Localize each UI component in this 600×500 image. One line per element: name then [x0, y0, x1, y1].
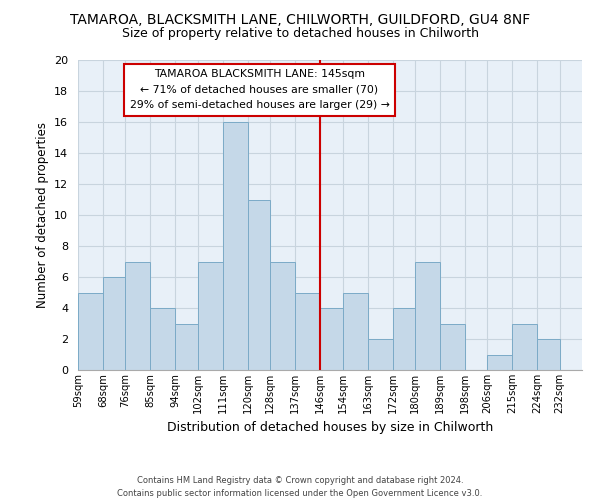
Bar	[151, 308, 175, 370]
Bar	[125, 262, 151, 370]
Bar	[487, 354, 512, 370]
Bar	[512, 324, 538, 370]
Bar	[538, 339, 560, 370]
Bar	[392, 308, 415, 370]
Bar	[440, 324, 465, 370]
Bar	[248, 200, 270, 370]
Bar	[103, 277, 125, 370]
Bar	[368, 339, 392, 370]
Bar	[223, 122, 248, 370]
Bar	[415, 262, 440, 370]
Text: TAMAROA BLACKSMITH LANE: 145sqm
← 71% of detached houses are smaller (70)
29% of: TAMAROA BLACKSMITH LANE: 145sqm ← 71% of…	[130, 70, 389, 110]
Bar	[343, 292, 368, 370]
Bar	[198, 262, 223, 370]
Bar	[320, 308, 343, 370]
X-axis label: Distribution of detached houses by size in Chilworth: Distribution of detached houses by size …	[167, 422, 493, 434]
Text: Size of property relative to detached houses in Chilworth: Size of property relative to detached ho…	[121, 28, 479, 40]
Bar	[295, 292, 320, 370]
Text: Contains HM Land Registry data © Crown copyright and database right 2024.
Contai: Contains HM Land Registry data © Crown c…	[118, 476, 482, 498]
Bar	[175, 324, 198, 370]
Text: TAMAROA, BLACKSMITH LANE, CHILWORTH, GUILDFORD, GU4 8NF: TAMAROA, BLACKSMITH LANE, CHILWORTH, GUI…	[70, 12, 530, 26]
Bar	[270, 262, 295, 370]
Bar	[78, 292, 103, 370]
Y-axis label: Number of detached properties: Number of detached properties	[35, 122, 49, 308]
